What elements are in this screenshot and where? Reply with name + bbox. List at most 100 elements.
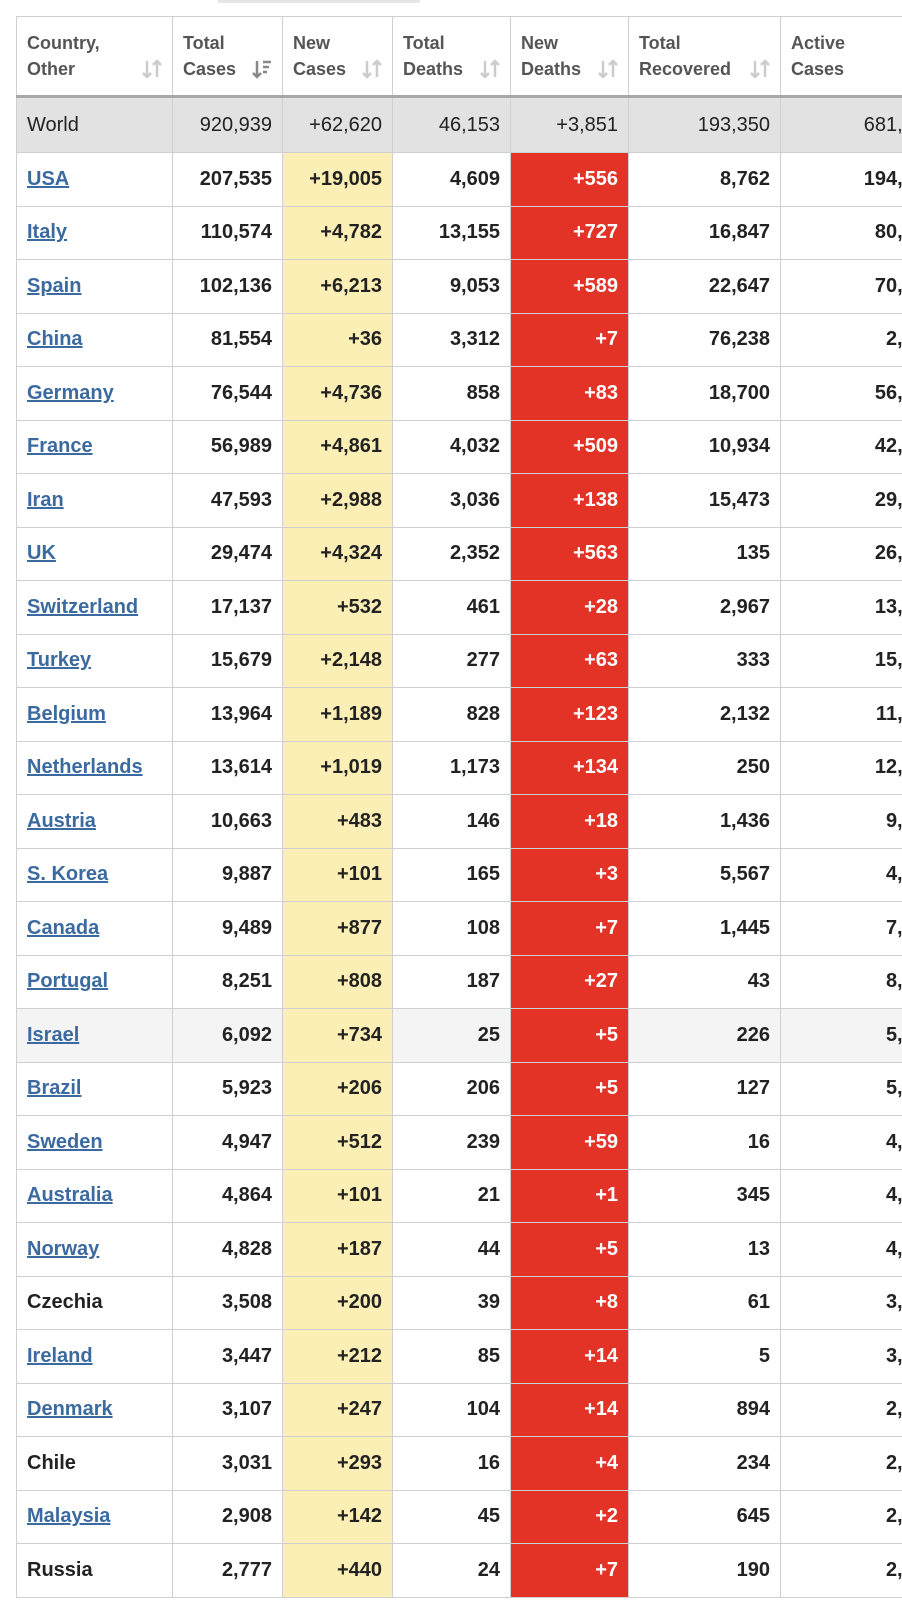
cell: 9,081	[780, 794, 902, 849]
cell: 3,447	[172, 1329, 283, 1384]
sort-icon[interactable]	[252, 59, 272, 79]
sort-icon[interactable]	[750, 59, 770, 79]
column-header[interactable]: Active Cases	[780, 16, 902, 98]
cell: +2,148	[282, 633, 393, 688]
column-header[interactable]: Total Recovered	[628, 16, 781, 98]
country-link[interactable]: Portugal	[27, 970, 109, 993]
country-cell: USA	[16, 152, 173, 207]
country-cell: Netherlands	[16, 740, 173, 795]
cell: 3,357	[780, 1329, 902, 1384]
cell: +1,189	[282, 687, 393, 742]
country-link[interactable]: Canada	[27, 916, 100, 939]
cell: 12,191	[780, 740, 902, 795]
country-link[interactable]: Belgium	[27, 702, 106, 725]
country-cell: Germany	[16, 366, 173, 421]
country-cell: Malaysia	[16, 1489, 173, 1544]
country-link[interactable]: Denmark	[27, 1398, 113, 1421]
country-link[interactable]: Sweden	[27, 1130, 103, 1153]
country-link[interactable]: Israel	[27, 1023, 80, 1046]
header-text: Total	[403, 33, 445, 53]
sort-icon[interactable]	[598, 59, 618, 79]
cell: 333	[628, 633, 781, 688]
table-body: World 920,939 +62,620 46,153 +3,851 193,350 68…	[16, 96, 902, 1598]
country-cell: Ireland	[16, 1329, 173, 1384]
cell: 76,238	[628, 312, 781, 367]
cell: 5,567	[628, 847, 781, 902]
country-link[interactable]: Brazil	[27, 1077, 82, 1100]
cell: +877	[282, 901, 393, 956]
cell: +28	[510, 580, 629, 635]
column-header[interactable]: Total Cases	[172, 16, 283, 98]
column-header[interactable]: Total Deaths	[392, 16, 511, 98]
country-row: Netherlands 13,614+1,0191,173+13425012,19…	[16, 740, 902, 795]
cell: 645	[628, 1489, 781, 1544]
country-link[interactable]: Switzerland	[27, 595, 139, 618]
cell: 44	[392, 1222, 511, 1277]
cell: 2,781	[780, 1436, 902, 1491]
sort-icon[interactable]	[480, 59, 500, 79]
cell: +187	[282, 1222, 393, 1277]
country-link[interactable]: Iran	[27, 488, 64, 511]
cell: 165	[392, 847, 511, 902]
cell: 2,563	[780, 1543, 902, 1598]
cell: 3,408	[780, 1275, 902, 1330]
country-link[interactable]: China	[27, 328, 83, 351]
column-header[interactable]: Country, Other	[16, 16, 173, 98]
cell: +83	[510, 366, 629, 421]
country-link[interactable]: France	[27, 435, 93, 458]
country-link[interactable]: Turkey	[27, 649, 92, 672]
country-link[interactable]: USA	[27, 167, 70, 190]
cell: 8,251	[172, 954, 283, 1009]
header-text: Cases	[791, 59, 845, 79]
header-text: Deaths	[521, 59, 582, 79]
column-header[interactable]: New Cases	[282, 16, 393, 98]
country-cell: Spain	[16, 259, 173, 314]
cell: World	[16, 96, 173, 153]
country-link[interactable]: Austria	[27, 809, 96, 832]
country-link[interactable]: Netherlands	[27, 756, 143, 779]
cell: 2,109	[780, 1382, 902, 1437]
country-link[interactable]: S. Korea	[27, 863, 109, 886]
cell: +563	[510, 526, 629, 581]
cell: 102,136	[172, 259, 283, 314]
country-cell: Denmark	[16, 1382, 173, 1437]
country-cell: Australia	[16, 1168, 173, 1223]
cell: 461	[392, 580, 511, 635]
country-link[interactable]: Spain	[27, 274, 82, 297]
country-link[interactable]: Ireland	[27, 1344, 93, 1367]
cell: +247	[282, 1382, 393, 1437]
cell: 13,155	[392, 205, 511, 260]
country-link[interactable]: Norway	[27, 1237, 100, 1260]
country-link[interactable]: Australia	[27, 1184, 113, 1207]
cell: 2,777	[172, 1543, 283, 1598]
header-text: New	[293, 33, 331, 53]
country-link[interactable]: UK	[27, 542, 56, 565]
cell: +36	[282, 312, 393, 367]
country-cell: S. Korea	[16, 847, 173, 902]
column-header[interactable]: New Deaths	[510, 16, 629, 98]
sort-icon[interactable]	[362, 59, 382, 79]
cell: 1,173	[392, 740, 511, 795]
sort-icon[interactable]	[142, 59, 162, 79]
cell: 894	[628, 1382, 781, 1437]
cell: 39	[392, 1275, 511, 1330]
cell: +123	[510, 687, 629, 742]
cell: 5,590	[780, 1061, 902, 1116]
world-row: World 920,939 +62,620 46,153 +3,851 193,350 68…	[16, 96, 902, 153]
country-link[interactable]: Italy	[27, 221, 68, 244]
cell: 2,004	[780, 312, 902, 367]
cell: 135	[628, 526, 781, 581]
cell: 22,647	[628, 259, 781, 314]
country-link[interactable]: Malaysia	[27, 1505, 111, 1528]
country-link[interactable]: Germany	[27, 381, 114, 404]
